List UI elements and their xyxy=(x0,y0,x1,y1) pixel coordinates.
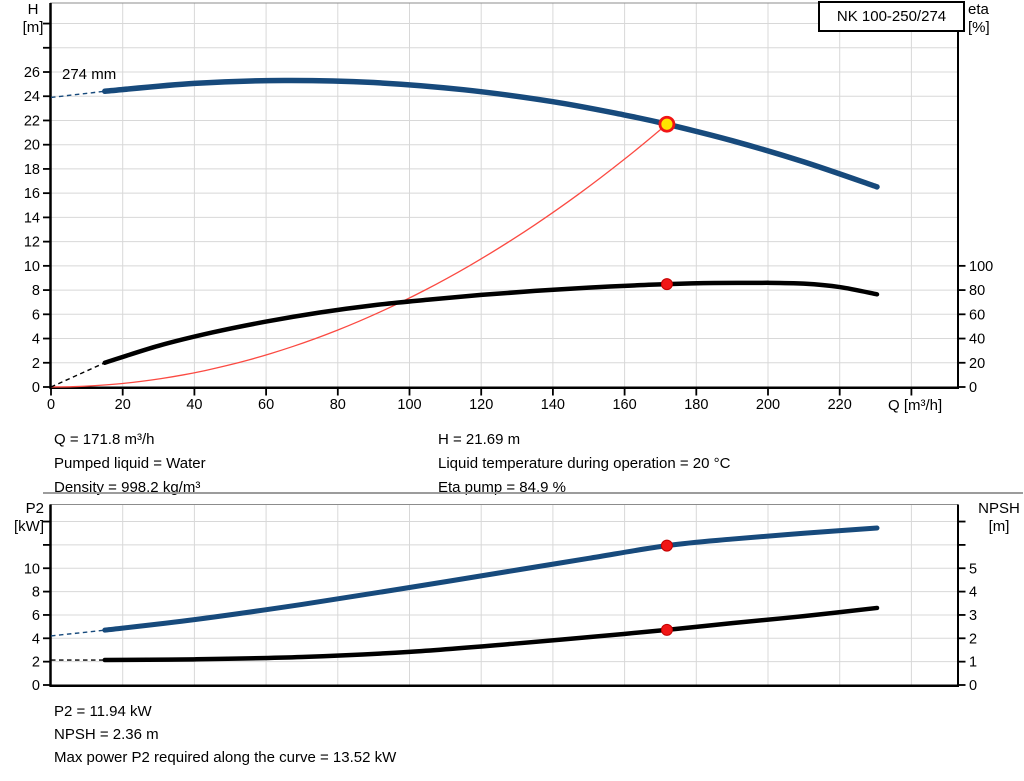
y-right-tick-label: 3 xyxy=(969,608,977,624)
y-right-tick-label: 0 xyxy=(969,678,977,694)
x-tick-label: 180 xyxy=(684,397,708,413)
y-left-tick-label: 10 xyxy=(24,259,40,275)
y-right-tick-label: 20 xyxy=(969,356,985,372)
y-left-tick-label: 12 xyxy=(24,235,40,251)
y-left-tick-label: 22 xyxy=(24,113,40,129)
y-right-tick-label: 60 xyxy=(969,307,985,323)
head-axis-label: H [m] xyxy=(12,1,54,37)
x-tick-label: 20 xyxy=(115,397,131,413)
y-right-tick-label: 80 xyxy=(969,283,985,299)
max-power-text: Max power P2 required along the curve = … xyxy=(54,749,397,766)
y-right-tick-label: 2 xyxy=(969,631,977,647)
y-left-tick-label: 2 xyxy=(32,356,40,372)
p2-curve-lead-in xyxy=(50,629,105,637)
npsh-axis-symbol: NPSH xyxy=(978,500,1020,517)
y-right-tick-label: 40 xyxy=(969,332,985,348)
eta-axis-label: eta [%] xyxy=(968,1,990,37)
x-tick-label: 40 xyxy=(186,397,202,413)
section-divider xyxy=(43,492,1023,494)
pump-curve-274mm-lead-in xyxy=(50,90,105,99)
x-tick-label: 140 xyxy=(541,397,565,413)
power-axis-label: P2 [kW] xyxy=(0,500,44,536)
p2-result-text: P2 = 11.94 kW xyxy=(54,703,152,720)
result-info: P2 = 11.94 kW NPSH = 2.36 m Max power P2… xyxy=(54,700,396,769)
flow-axis-label: Q [m³/h] xyxy=(888,397,943,414)
x-tick-label: 120 xyxy=(469,397,493,413)
y-right-tick-label: 100 xyxy=(969,259,993,275)
y-left-tick-label: 0 xyxy=(32,380,40,396)
duty-flow-text: Q = 171.8 m³/h xyxy=(54,431,155,448)
y-left-tick-label: 2 xyxy=(32,655,40,671)
liquid-temperature-text: Liquid temperature during operation = 20… xyxy=(438,455,731,472)
pump-curve-274mm xyxy=(102,77,880,190)
head-axis-symbol: H xyxy=(27,1,39,18)
pump-model-box: NK 100-250/274 xyxy=(818,1,965,32)
y-left-tick-label: 14 xyxy=(24,210,40,226)
y-left-tick-label: 20 xyxy=(24,138,40,154)
x-tick-label: 220 xyxy=(828,397,852,413)
duty-head-text: H = 21.69 m xyxy=(438,431,521,448)
pumped-liquid-text: Pumped liquid = Water xyxy=(54,455,206,472)
y-left-tick-label: 4 xyxy=(32,631,40,647)
eta-axis-unit: [%] xyxy=(968,19,990,36)
x-tick-label: 160 xyxy=(612,397,636,413)
efficiency-point-marker[interactable] xyxy=(660,278,673,291)
system-curve xyxy=(50,123,668,388)
y-right-tick-label: 4 xyxy=(969,585,977,601)
efficiency-curve xyxy=(102,280,880,366)
p2-curve xyxy=(102,525,880,633)
head-axis-unit: [m] xyxy=(22,19,44,36)
efficiency-curve-lead-in xyxy=(50,362,106,388)
p2-point-marker[interactable] xyxy=(660,539,673,552)
npsh-axis-unit: [m] xyxy=(988,518,1010,535)
power-axis-unit: [kW] xyxy=(14,518,44,535)
npsh-axis-label: NPSH [m] xyxy=(974,500,1024,536)
y-left-tick-label: 26 xyxy=(24,65,40,81)
npsh-curve xyxy=(102,605,880,663)
y-left-tick-label: 16 xyxy=(24,186,40,202)
x-tick-label: 200 xyxy=(756,397,780,413)
y-left-tick-label: 8 xyxy=(32,283,40,299)
eta-axis-symbol: eta xyxy=(968,1,989,18)
y-left-tick-label: 6 xyxy=(32,307,40,323)
y-left-tick-label: 0 xyxy=(32,678,40,694)
y-right-tick-label: 1 xyxy=(969,655,977,671)
y-right-tick-label: 0 xyxy=(969,380,977,396)
y-left-tick-label: 6 xyxy=(32,608,40,624)
y-left-tick-label: 24 xyxy=(24,89,40,105)
impeller-diameter-label: 274 mm xyxy=(62,66,117,83)
y-right-tick-label: 5 xyxy=(969,561,977,577)
duty-point-marker[interactable] xyxy=(658,115,676,133)
npsh-point-marker[interactable] xyxy=(660,623,673,636)
eta-pump-text: Eta pump = 84.9 % xyxy=(438,479,566,496)
x-tick-label: 100 xyxy=(397,397,421,413)
x-tick-label: 0 xyxy=(47,397,55,413)
x-tick-label: 80 xyxy=(330,397,346,413)
y-left-tick-label: 8 xyxy=(32,585,40,601)
x-tick-label: 60 xyxy=(258,397,274,413)
npsh-result-text: NPSH = 2.36 m xyxy=(54,726,159,743)
y-left-tick-label: 10 xyxy=(24,561,40,577)
duty-info-right: H = 21.69 m Liquid temperature during op… xyxy=(438,428,730,500)
duty-info-left: Q = 171.8 m³/h Pumped liquid = Water Den… xyxy=(54,428,206,500)
y-left-tick-label: 4 xyxy=(32,332,40,348)
y-left-tick-label: 18 xyxy=(24,162,40,178)
power-axis-symbol: P2 xyxy=(25,500,44,517)
density-text: Density = 998.2 kg/m³ xyxy=(54,479,201,496)
